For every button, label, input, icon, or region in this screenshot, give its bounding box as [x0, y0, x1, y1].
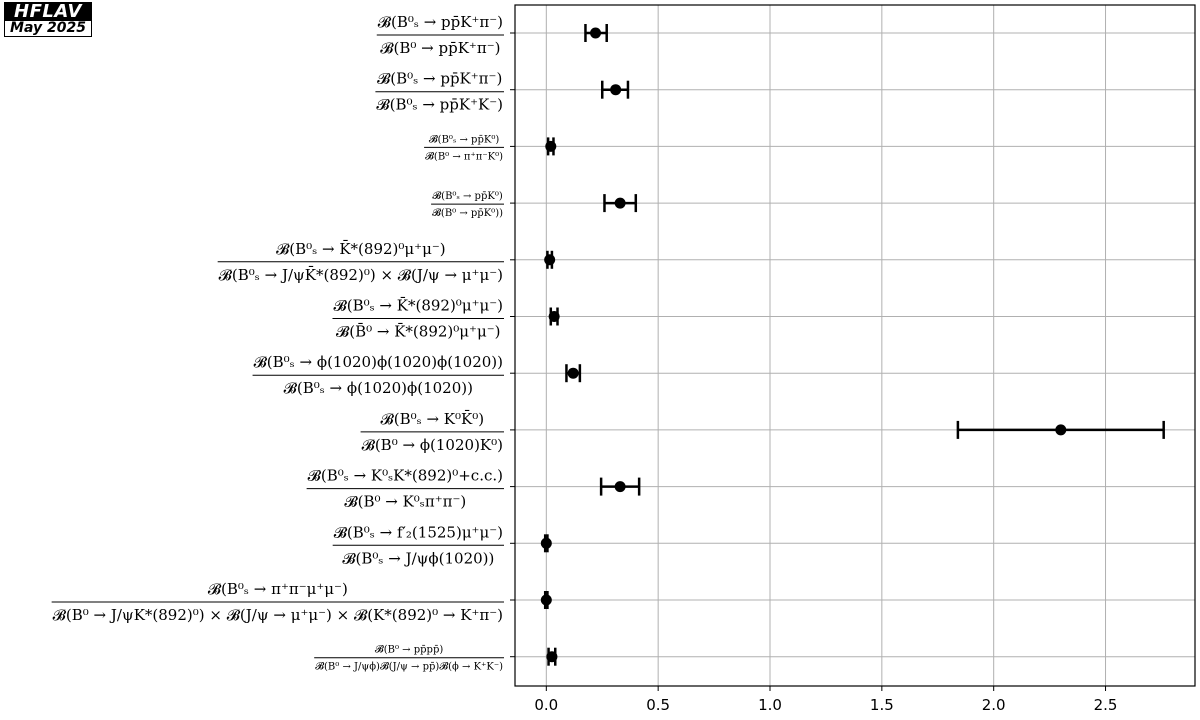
- central-value-marker: [544, 254, 556, 266]
- central-value-marker: [540, 537, 552, 549]
- ratio-denominator: 𝓑(B⁰ → J/ψK*(892)⁰) × 𝓑(J/ψ → μ⁺μ⁻) × 𝓑(…: [53, 606, 503, 624]
- data-point-7: [565, 364, 582, 383]
- category-label: 𝓑(B⁰ₛ → f′₂(1525)μ⁺μ⁻) 𝓑(B⁰ₛ → J/ψϕ(1020)…: [332, 523, 504, 567]
- logo-name: HFLAV: [4, 2, 92, 21]
- data-point-4: [603, 194, 638, 213]
- category-label: 𝓑(B⁰ₛ → pp̄K⁰) 𝓑(B⁰ → pp̄K⁰)): [431, 190, 504, 219]
- x-tick-label: 2.0: [982, 696, 1006, 714]
- ratio-numerator: 𝓑(B⁰ₛ → K̄*(892)⁰μ⁺μ⁻): [333, 297, 503, 315]
- x-axis-ticks: 0.0 0.5 1.0 1.5 2.0 2.5: [510, 32, 1118, 714]
- ratio-numerator: 𝓑(B⁰ₛ → ϕ(1020)ϕ(1020)ϕ(1020)): [254, 353, 503, 371]
- category-label: 𝓑(B⁰ → pp̄pp̄) 𝓑(B⁰ → J/ψϕ)𝓑(J/ψ → pp̄)𝓑(…: [314, 644, 504, 673]
- ratio-denominator: 𝓑(B⁰ → π⁺π⁻K⁰): [425, 150, 503, 162]
- data-point-6: [548, 307, 560, 326]
- ratio-numerator: 𝓑(B⁰ → pp̄pp̄): [375, 644, 443, 656]
- x-tick-label: 1.0: [758, 696, 782, 714]
- ratio-denominator: 𝓑(B⁰ → ϕ(1020)K⁰): [362, 436, 503, 454]
- ratio-numerator: 𝓑(B⁰ₛ → f′₂(1525)μ⁺μ⁻): [334, 523, 503, 541]
- central-value-marker: [614, 197, 626, 209]
- central-value-marker: [545, 140, 557, 152]
- logo-date: May 2025: [4, 21, 92, 37]
- central-value-marker: [540, 594, 552, 606]
- data-point-12: [546, 647, 558, 666]
- ratio-numerator: 𝓑(B⁰ₛ → π⁺π⁻μ⁺μ⁻): [208, 580, 348, 598]
- data-point-10: [540, 534, 552, 553]
- category-label: 𝓑(B⁰ₛ → K̄*(892)⁰μ⁺μ⁻) 𝓑(B̄⁰ → K̄*(892)⁰μ…: [332, 297, 504, 341]
- x-tick-label: 0.0: [534, 696, 558, 714]
- category-label: 𝓑(B⁰ₛ → pp̄K⁺π⁻) 𝓑(B⁰ → pp̄K⁺π⁻): [376, 13, 504, 57]
- category-label: 𝓑(B⁰ₛ → pp̄K⁰) 𝓑(B⁰ → π⁺π⁻K⁰): [424, 133, 504, 162]
- ratio-numerator: 𝓑(B⁰ₛ → pp̄K⁰): [432, 190, 502, 202]
- data-point-9: [599, 477, 641, 496]
- data-point-5: [544, 250, 556, 269]
- ratio-numerator: 𝓑(B⁰ₛ → K⁰ₛK*(892)⁰+c.c.): [308, 467, 503, 485]
- ratio-denominator: 𝓑(B⁰ → pp̄K⁺π⁻): [380, 39, 500, 57]
- ratio-numerator: 𝓑(B⁰ₛ → pp̄K⁰): [429, 133, 499, 145]
- category-labels: 𝓑(B⁰ₛ → pp̄K⁺π⁻)𝓑(B⁰ → pp̄K⁺π⁻)𝓑(B⁰ₛ → p…: [51, 13, 504, 673]
- hflav-logo: HFLAV May 2025: [4, 2, 92, 37]
- ratio-denominator: 𝓑(B⁰ₛ → pp̄K⁺K⁻): [376, 96, 503, 114]
- category-label: 𝓑(B⁰ₛ → ϕ(1020)ϕ(1020)ϕ(1020)) 𝓑(B⁰ₛ → ϕ(…: [252, 353, 504, 397]
- category-label: 𝓑(B⁰ₛ → pp̄K⁺π⁻) 𝓑(B⁰ₛ → pp̄K⁺K⁻): [375, 70, 504, 114]
- ratio-numerator: 𝓑(B⁰ₛ → K⁰K̄⁰): [381, 410, 485, 428]
- ratio-denominator: 𝓑(B⁰ₛ → ϕ(1020)ϕ(1020)): [284, 379, 473, 397]
- central-value-marker: [1055, 424, 1067, 436]
- ratio-denominator: 𝓑(B⁰ → K⁰ₛπ⁺π⁻): [344, 493, 466, 511]
- x-tick-label: 2.5: [1094, 696, 1118, 714]
- category-label: 𝓑(B⁰ₛ → K⁰ₛK*(892)⁰+c.c.) 𝓑(B⁰ → K⁰ₛπ⁺π⁻): [306, 467, 504, 511]
- ratio-denominator: 𝓑(B⁰ₛ → J/ψK̄*(892)⁰) × 𝓑(J/ψ → μ⁺μ⁻): [219, 266, 503, 284]
- category-label: 𝓑(B⁰ₛ → K̄*(892)⁰μ⁺μ⁻) 𝓑(B⁰ₛ → J/ψK̄*(892…: [217, 240, 504, 284]
- plot-frame: [514, 4, 1196, 687]
- ratio-numerator: 𝓑(B⁰ₛ → pp̄K⁺π⁻): [378, 13, 503, 31]
- central-value-marker: [590, 27, 602, 39]
- ratio-denominator: 𝓑(B⁰ₛ → J/ψϕ(1020)): [342, 549, 494, 567]
- data-point-1: [584, 24, 608, 42]
- data-point-11: [540, 591, 552, 609]
- category-label: 𝓑(B⁰ₛ → K⁰K̄⁰) 𝓑(B⁰ → ϕ(1020)K⁰): [360, 410, 504, 454]
- central-value-marker: [567, 367, 579, 379]
- ratio-numerator: 𝓑(B⁰ₛ → pp̄K⁺π⁻): [377, 70, 502, 88]
- data-point-3: [545, 137, 557, 156]
- grid-lines: [515, 5, 1195, 686]
- x-tick-label: 0.5: [646, 696, 670, 714]
- category-label: 𝓑(B⁰ₛ → π⁺π⁻μ⁺μ⁻) 𝓑(B⁰ → J/ψK*(892)⁰) × 𝓑…: [51, 580, 504, 624]
- central-value-marker: [548, 311, 560, 322]
- central-value-marker: [614, 481, 626, 493]
- data-point-8: [956, 420, 1165, 439]
- central-value-marker: [546, 651, 558, 663]
- ratio-denominator: 𝓑(B̄⁰ → K̄*(892)⁰μ⁺μ⁻): [336, 323, 500, 341]
- ratio-denominator: 𝓑(B⁰ → J/ψϕ)𝓑(J/ψ → pp̄)𝓑(ϕ → K⁺K⁻): [315, 661, 503, 673]
- x-tick-label: 1.5: [870, 696, 894, 714]
- ratio-numerator: 𝓑(B⁰ₛ → K̄*(892)⁰μ⁺μ⁻): [276, 240, 446, 258]
- data-points: [540, 24, 1165, 666]
- ratio-denominator: 𝓑(B⁰ → pp̄K⁰)): [432, 207, 503, 219]
- data-point-2: [600, 80, 630, 99]
- central-value-marker: [610, 84, 622, 96]
